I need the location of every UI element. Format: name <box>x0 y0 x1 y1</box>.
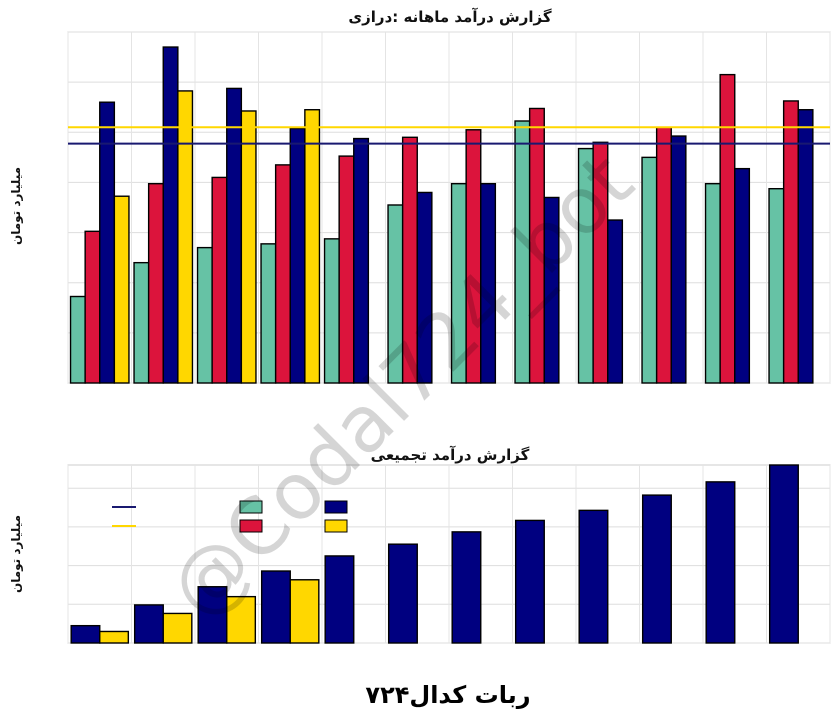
bar-1403 <box>768 464 799 644</box>
bar-1402 <box>211 176 228 384</box>
bar-1403 <box>416 191 433 384</box>
bar-1403 <box>260 570 291 644</box>
bar-1402 <box>274 164 291 384</box>
bar-1403 <box>578 509 609 644</box>
bar-1404 <box>304 109 321 384</box>
bar-1404 <box>177 90 194 384</box>
bar-1403 <box>543 196 560 384</box>
bar-1401 <box>641 156 658 384</box>
bar-1401 <box>323 238 340 384</box>
chart-legend <box>112 500 348 533</box>
bar-1404 <box>289 579 320 644</box>
bar-1403 <box>480 182 497 384</box>
bar-1403 <box>641 494 672 644</box>
bar-1401 <box>133 261 150 384</box>
bar-1404 <box>226 595 257 644</box>
bar-1401 <box>704 182 721 384</box>
monthly-chart-title: گزارش درآمد ماهانه :درازی <box>348 8 551 26</box>
bar-1404 <box>240 110 257 384</box>
legend-swatch-1401 <box>239 500 263 514</box>
bar-1404 <box>113 195 130 384</box>
bar-1402 <box>338 155 355 384</box>
bar-1403 <box>289 127 306 384</box>
legend-swatch-1403 <box>324 500 348 514</box>
bar-1401 <box>196 246 213 384</box>
bar-1403 <box>162 46 179 384</box>
bar-1402 <box>147 182 164 384</box>
bar-1403 <box>133 604 164 644</box>
bar-1404 <box>162 612 193 644</box>
bar-1403 <box>734 167 751 384</box>
bar-1404 <box>99 630 130 644</box>
footer-caption: ربات کدال۷۲۴ <box>365 681 530 709</box>
monthly-y-axis-label: میلیارد تومان <box>9 167 24 245</box>
bar-1403 <box>797 109 814 384</box>
bar-1403 <box>387 543 418 644</box>
bar-1401 <box>768 187 785 384</box>
bar-1402 <box>719 73 736 384</box>
bar-1403 <box>353 137 370 384</box>
cumulative-revenue-chart: گزارش درآمد تجمیعی میلیارد تومان <box>9 446 831 644</box>
bar-1402 <box>655 126 672 384</box>
bar-1401 <box>260 243 277 384</box>
bar-1403 <box>324 555 355 644</box>
bar-1403 <box>670 135 687 384</box>
legend-swatch-1404 <box>324 519 348 533</box>
bar-1403 <box>451 531 482 644</box>
bar-1401 <box>69 295 86 384</box>
cumulative-chart-title: گزارش درآمد تجمیعی <box>371 446 530 464</box>
bar-1403 <box>705 481 736 644</box>
bar-1403 <box>226 87 243 384</box>
bar-1403 <box>70 624 101 644</box>
monthly-revenue-chart: گزارش درآمد ماهانه :درازی میلیارد تومان <box>9 8 831 384</box>
cumulative-y-axis-label: میلیارد تومان <box>9 515 24 593</box>
bar-1403 <box>514 519 545 644</box>
bar-1403 <box>607 219 624 384</box>
bar-1402 <box>84 230 101 384</box>
legend-swatch-1402 <box>239 519 263 533</box>
bar-1403 <box>197 586 228 644</box>
